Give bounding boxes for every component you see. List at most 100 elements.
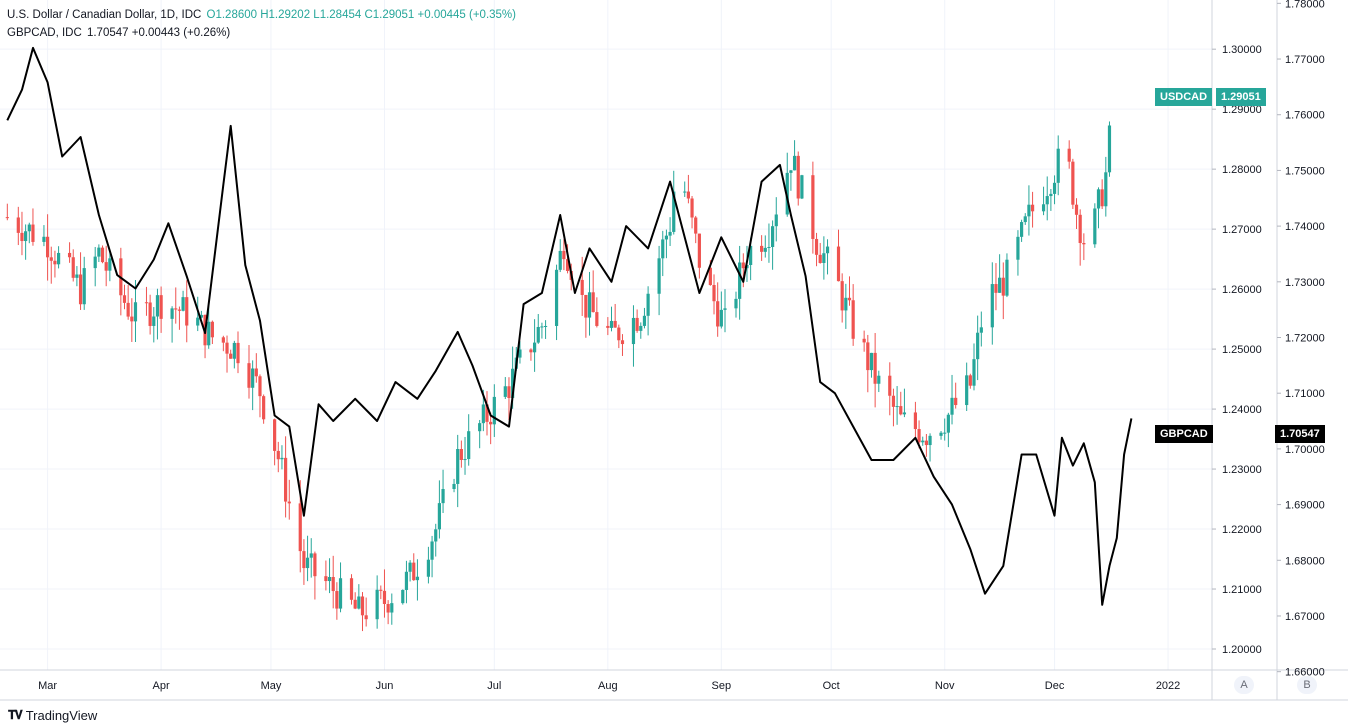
usdcad-candle	[503, 377, 507, 399]
gbpcad-axis-tick: 1.78000	[1285, 0, 1325, 10]
usdcad-candle	[152, 307, 156, 343]
usdcad-candle	[313, 551, 317, 600]
usdcad-candle	[771, 220, 775, 270]
x-tick-label: Apr	[153, 680, 170, 692]
grid-lines	[0, 0, 1212, 670]
usdcad-candle	[309, 538, 313, 578]
usdcad-candle	[661, 230, 665, 277]
usdcad-candle	[181, 290, 185, 312]
gbpcad-axis-tick: 1.66000	[1285, 667, 1325, 679]
usdcad-candle	[617, 324, 621, 349]
usdcad-candle	[122, 284, 127, 310]
usdcad-candle	[785, 152, 789, 217]
usdcad-candle	[357, 584, 361, 610]
usdcad-candle	[434, 523, 438, 557]
usdcad-candle	[273, 418, 277, 466]
usdcad-candle	[404, 560, 409, 604]
usdcad-candle	[144, 286, 149, 316]
usdcad-candle	[335, 582, 339, 620]
usdcad-candle	[979, 311, 983, 347]
usdcad-candle	[324, 560, 328, 591]
usdcad-candle	[386, 600, 390, 625]
usdcad-candle	[851, 284, 855, 346]
usdcad-candle	[426, 546, 431, 584]
usdcad-candle	[950, 374, 954, 425]
usdcad-candle	[302, 539, 306, 585]
usdcad-candle	[672, 170, 676, 235]
usdcad-candle	[895, 386, 899, 425]
usdcad-candle	[412, 553, 416, 581]
usdcad-candle	[921, 436, 925, 446]
x-tick-label: Aug	[598, 680, 618, 692]
usdcad-candle	[1001, 262, 1005, 320]
usdcad-candle	[836, 229, 841, 282]
usdcad-candle	[635, 309, 639, 333]
usdcad-candle	[1096, 187, 1101, 229]
usdcad-candle	[155, 288, 160, 340]
usdcad-candle	[42, 225, 46, 247]
usdcad-candle	[437, 480, 441, 539]
usdcad-candle	[104, 245, 108, 287]
axes: Mar Apr May Jun Jul Aug Sep Oct Nov Dec 2022 1.3000…	[0, 0, 1348, 701]
x-tick-label: Nov	[935, 680, 955, 692]
usdcad-candle	[825, 239, 830, 275]
usdcad-candle	[67, 242, 72, 263]
usdcad-candle	[353, 592, 357, 610]
usdcad-candle	[177, 306, 182, 330]
usdcad-candle	[254, 353, 258, 383]
usdcad-candle	[133, 280, 138, 343]
scale-a-button[interactable]: A	[1234, 676, 1254, 694]
usdcad-candle	[56, 246, 61, 269]
usdcad-candle	[518, 341, 522, 364]
usdcad-candle	[543, 320, 548, 339]
gbpcad-axis-tick: 1.76000	[1285, 110, 1325, 122]
usdcad-candle	[338, 562, 343, 613]
usdcad-candle	[49, 246, 53, 284]
usdcad-candle	[93, 246, 97, 287]
usdcad-candle	[694, 215, 698, 244]
usdcad-candle	[683, 181, 687, 197]
usdcad-candle	[232, 340, 236, 369]
usdcad-candle	[46, 214, 50, 281]
usdcad-candle	[262, 394, 266, 424]
usdcad-candle	[1078, 209, 1082, 266]
usdcad-axis-tick: 1.27000	[1222, 224, 1262, 236]
x-tick-label: Jun	[376, 680, 394, 692]
usdcad-candle	[401, 589, 405, 605]
usdcad-candle	[847, 276, 852, 306]
usdcad-candle	[1100, 179, 1104, 210]
usdcad-candle	[382, 569, 387, 618]
usdcad-candle	[349, 574, 354, 605]
usdcad-candle	[873, 333, 877, 408]
usdcad-candle	[968, 373, 972, 389]
usdcad-candle	[774, 197, 778, 242]
usdcad-candle	[185, 280, 189, 343]
usdcad-candle	[760, 235, 764, 261]
usdcad-candle	[814, 232, 819, 267]
usdcad-candle	[20, 211, 24, 256]
usdcad-candle	[554, 264, 559, 341]
usdcad-candle	[229, 349, 233, 359]
usdcad-candle	[939, 431, 943, 440]
usdcad-axis-tick: 1.22000	[1222, 524, 1262, 536]
usdcad-candle	[529, 348, 533, 361]
tradingview-brand[interactable]: 𝐓𝐕 TradingView	[8, 708, 97, 723]
usdcad-candle	[287, 479, 291, 520]
tradingview-logo-icon: 𝐓𝐕	[8, 708, 23, 722]
usdcad-candle	[913, 401, 918, 439]
usdcad-candle	[379, 585, 383, 600]
usdcad-candle	[606, 317, 610, 336]
scale-b-button[interactable]: B	[1297, 676, 1317, 694]
usdcad-candle	[954, 382, 958, 409]
usdcad-candle	[899, 391, 903, 416]
usdcad-candle	[375, 575, 379, 629]
usdcad-candle	[646, 286, 650, 336]
usdcad-candle	[305, 535, 310, 582]
usdcad-axis-tick: 1.24000	[1222, 404, 1262, 416]
usdcad-axis-tick: 1.25000	[1222, 344, 1262, 356]
usdcad-candle	[862, 330, 866, 352]
usdcad-candle	[430, 535, 434, 578]
usdcad-axis-tick: 1.23000	[1222, 464, 1262, 476]
usdcad-candle	[869, 352, 874, 378]
